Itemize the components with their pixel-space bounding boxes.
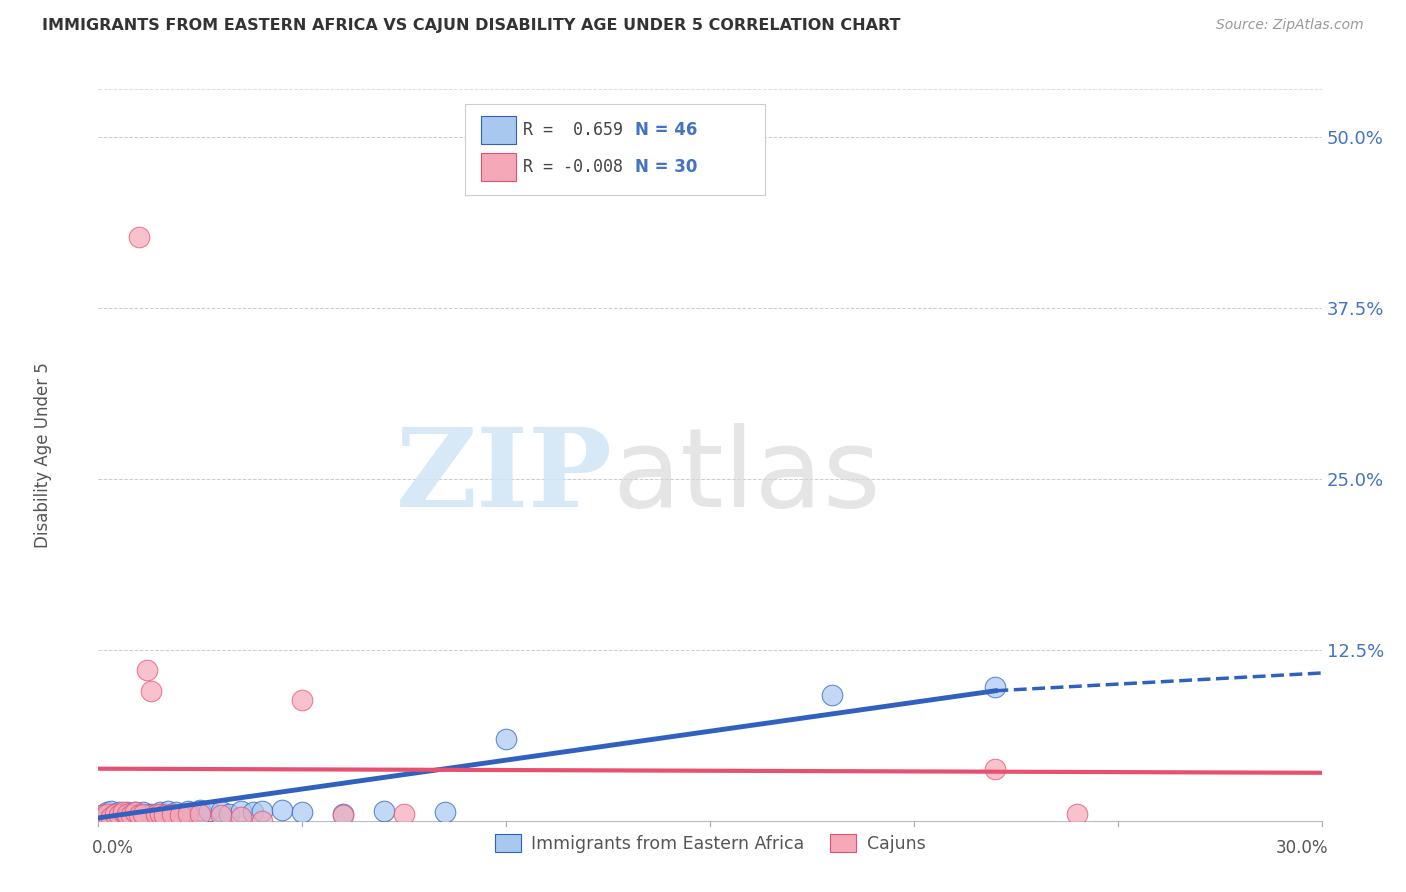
Point bbox=[177, 804, 200, 818]
Point bbox=[96, 809, 118, 823]
Text: Disability Age Under 5: Disability Age Under 5 bbox=[34, 362, 52, 548]
Point bbox=[132, 808, 155, 822]
Point bbox=[156, 804, 179, 818]
Point bbox=[145, 806, 167, 821]
Point bbox=[209, 804, 232, 818]
Text: Source: ZipAtlas.com: Source: ZipAtlas.com bbox=[1216, 18, 1364, 32]
Legend: Immigrants from Eastern Africa, Cajuns: Immigrants from Eastern Africa, Cajuns bbox=[488, 827, 932, 860]
Point bbox=[111, 805, 134, 820]
Point bbox=[250, 814, 273, 828]
Text: N = 30: N = 30 bbox=[636, 158, 697, 176]
Point bbox=[108, 805, 131, 820]
Point bbox=[495, 731, 517, 746]
Point bbox=[169, 808, 191, 822]
Point bbox=[250, 804, 273, 818]
Point bbox=[152, 806, 174, 821]
Text: 0.0%: 0.0% bbox=[93, 838, 134, 857]
Point bbox=[108, 808, 131, 822]
Point bbox=[332, 808, 354, 822]
Point bbox=[100, 809, 122, 823]
Point bbox=[115, 809, 138, 823]
Point bbox=[291, 693, 314, 707]
Point bbox=[160, 806, 183, 821]
Point bbox=[160, 806, 183, 821]
Point bbox=[188, 806, 212, 821]
Point bbox=[145, 808, 167, 822]
Point bbox=[136, 663, 159, 677]
Point bbox=[169, 806, 191, 821]
FancyBboxPatch shape bbox=[481, 116, 516, 145]
Point bbox=[100, 804, 122, 818]
Text: IMMIGRANTS FROM EASTERN AFRICA VS CAJUN DISABILITY AGE UNDER 5 CORRELATION CHART: IMMIGRANTS FROM EASTERN AFRICA VS CAJUN … bbox=[42, 18, 901, 33]
Point bbox=[104, 806, 127, 821]
Point bbox=[124, 805, 146, 820]
Point bbox=[434, 805, 457, 820]
Point bbox=[120, 806, 142, 821]
Point bbox=[141, 806, 163, 821]
Point bbox=[197, 804, 219, 818]
Point bbox=[96, 806, 118, 821]
Point bbox=[1066, 806, 1088, 821]
Point bbox=[132, 806, 155, 821]
Point bbox=[132, 805, 155, 820]
Point bbox=[177, 806, 200, 821]
Text: N = 46: N = 46 bbox=[636, 121, 697, 139]
Point bbox=[124, 805, 146, 820]
Point bbox=[104, 806, 127, 821]
Point bbox=[91, 808, 114, 822]
Point bbox=[104, 809, 127, 823]
Point bbox=[120, 809, 142, 823]
Point bbox=[111, 809, 134, 823]
Point bbox=[231, 804, 253, 818]
Point bbox=[149, 805, 172, 820]
Point bbox=[128, 230, 150, 244]
Point bbox=[149, 806, 172, 821]
Point bbox=[96, 805, 118, 820]
Text: ZIP: ZIP bbox=[395, 424, 612, 531]
Point bbox=[821, 688, 844, 702]
Point bbox=[128, 809, 150, 823]
Point bbox=[373, 804, 395, 818]
Point bbox=[218, 806, 240, 821]
FancyBboxPatch shape bbox=[481, 153, 516, 180]
Point bbox=[141, 683, 163, 698]
Point bbox=[165, 805, 187, 820]
Text: atlas: atlas bbox=[612, 424, 880, 531]
Point bbox=[188, 803, 212, 817]
Point bbox=[120, 808, 142, 822]
Point bbox=[209, 808, 232, 822]
Point bbox=[136, 808, 159, 822]
Point bbox=[231, 809, 253, 823]
Point bbox=[291, 805, 314, 820]
Point bbox=[91, 808, 114, 822]
Point bbox=[115, 806, 138, 821]
Point bbox=[111, 806, 134, 821]
Text: R = -0.008: R = -0.008 bbox=[523, 158, 623, 176]
Point bbox=[984, 680, 1007, 694]
Point bbox=[124, 808, 146, 822]
Point bbox=[128, 806, 150, 821]
Point bbox=[392, 806, 416, 821]
Point bbox=[332, 806, 354, 821]
Point bbox=[115, 808, 138, 822]
Point bbox=[984, 762, 1007, 776]
Text: 30.0%: 30.0% bbox=[1275, 838, 1327, 857]
Point bbox=[100, 808, 122, 822]
Point bbox=[270, 803, 294, 817]
Point bbox=[128, 808, 150, 822]
Point bbox=[242, 805, 264, 820]
Point bbox=[152, 808, 174, 822]
Point bbox=[115, 805, 138, 820]
FancyBboxPatch shape bbox=[465, 103, 765, 195]
Point bbox=[108, 808, 131, 822]
Text: R =  0.659: R = 0.659 bbox=[523, 121, 623, 139]
